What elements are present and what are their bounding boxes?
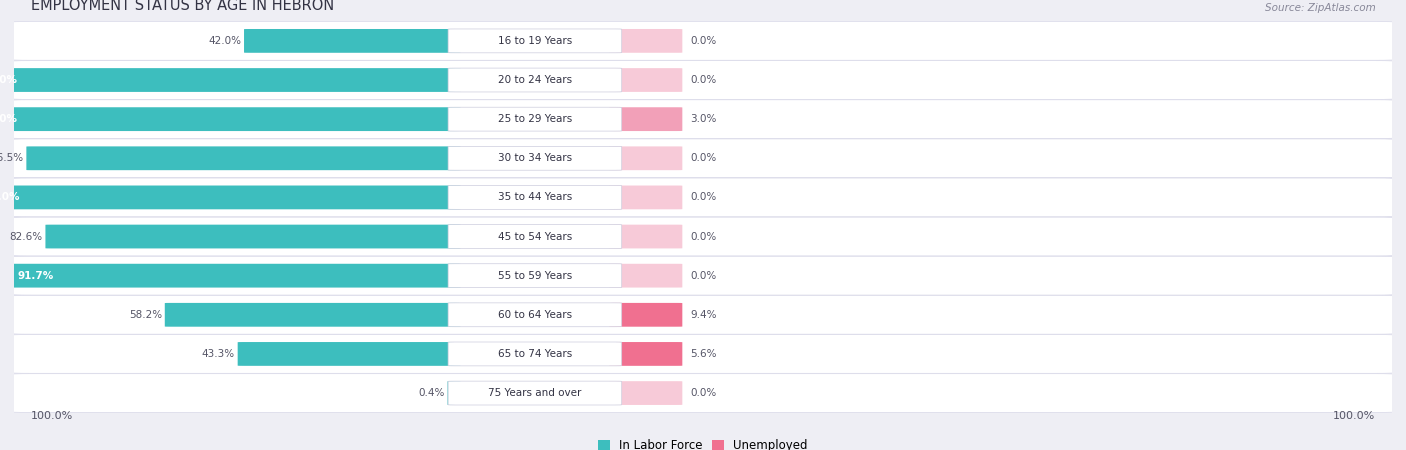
Text: 75 Years and over: 75 Years and over — [488, 388, 582, 398]
Text: EMPLOYMENT STATUS BY AGE IN HEBRON: EMPLOYMENT STATUS BY AGE IN HEBRON — [31, 0, 333, 13]
FancyBboxPatch shape — [609, 146, 682, 170]
Text: 3.0%: 3.0% — [690, 114, 717, 124]
Text: 60 to 64 Years: 60 to 64 Years — [498, 310, 572, 320]
Text: 100.0%: 100.0% — [1333, 411, 1375, 421]
FancyBboxPatch shape — [0, 107, 461, 131]
FancyBboxPatch shape — [449, 29, 621, 53]
FancyBboxPatch shape — [449, 107, 621, 131]
Text: 0.0%: 0.0% — [690, 193, 717, 202]
FancyBboxPatch shape — [165, 303, 461, 327]
FancyBboxPatch shape — [609, 29, 682, 53]
FancyBboxPatch shape — [449, 381, 621, 405]
FancyBboxPatch shape — [0, 68, 461, 92]
FancyBboxPatch shape — [449, 185, 621, 209]
Legend: In Labor Force, Unemployed: In Labor Force, Unemployed — [593, 435, 813, 450]
Text: 100.0%: 100.0% — [0, 193, 20, 202]
FancyBboxPatch shape — [10, 22, 1396, 60]
FancyBboxPatch shape — [449, 303, 621, 327]
FancyBboxPatch shape — [45, 225, 461, 248]
Text: 99.0%: 99.0% — [0, 114, 18, 124]
Text: 91.7%: 91.7% — [17, 270, 53, 281]
FancyBboxPatch shape — [449, 342, 621, 366]
Text: 35 to 44 Years: 35 to 44 Years — [498, 193, 572, 202]
Text: 0.0%: 0.0% — [690, 270, 717, 281]
FancyBboxPatch shape — [609, 342, 682, 366]
Text: 99.0%: 99.0% — [0, 75, 18, 85]
Text: 16 to 19 Years: 16 to 19 Years — [498, 36, 572, 46]
FancyBboxPatch shape — [447, 381, 461, 405]
Text: 9.4%: 9.4% — [690, 310, 717, 320]
Text: 0.4%: 0.4% — [419, 388, 444, 398]
FancyBboxPatch shape — [10, 296, 1396, 334]
FancyBboxPatch shape — [10, 139, 1396, 178]
Text: 42.0%: 42.0% — [208, 36, 242, 46]
FancyBboxPatch shape — [10, 256, 1396, 295]
FancyBboxPatch shape — [10, 334, 1396, 374]
FancyBboxPatch shape — [10, 217, 1396, 256]
Text: 20 to 24 Years: 20 to 24 Years — [498, 75, 572, 85]
FancyBboxPatch shape — [238, 342, 461, 366]
FancyBboxPatch shape — [609, 68, 682, 92]
FancyBboxPatch shape — [449, 146, 621, 170]
FancyBboxPatch shape — [10, 100, 1396, 139]
Text: 45 to 54 Years: 45 to 54 Years — [498, 232, 572, 242]
FancyBboxPatch shape — [449, 68, 621, 92]
FancyBboxPatch shape — [609, 185, 682, 209]
Text: 0.0%: 0.0% — [690, 153, 717, 163]
FancyBboxPatch shape — [27, 146, 461, 170]
Text: 25 to 29 Years: 25 to 29 Years — [498, 114, 572, 124]
FancyBboxPatch shape — [245, 29, 461, 53]
Text: Source: ZipAtlas.com: Source: ZipAtlas.com — [1264, 3, 1375, 13]
FancyBboxPatch shape — [1, 264, 461, 288]
FancyBboxPatch shape — [609, 303, 682, 327]
Text: 0.0%: 0.0% — [690, 36, 717, 46]
Text: 100.0%: 100.0% — [31, 411, 73, 421]
Text: 86.5%: 86.5% — [0, 153, 24, 163]
Text: 55 to 59 Years: 55 to 59 Years — [498, 270, 572, 281]
Text: 5.6%: 5.6% — [690, 349, 717, 359]
FancyBboxPatch shape — [0, 185, 461, 209]
FancyBboxPatch shape — [449, 225, 621, 248]
FancyBboxPatch shape — [449, 264, 621, 288]
FancyBboxPatch shape — [609, 381, 682, 405]
Text: 0.0%: 0.0% — [690, 232, 717, 242]
Text: 0.0%: 0.0% — [690, 75, 717, 85]
Text: 82.6%: 82.6% — [10, 232, 42, 242]
FancyBboxPatch shape — [609, 264, 682, 288]
FancyBboxPatch shape — [10, 61, 1396, 99]
Text: 65 to 74 Years: 65 to 74 Years — [498, 349, 572, 359]
Text: 58.2%: 58.2% — [129, 310, 162, 320]
FancyBboxPatch shape — [10, 178, 1396, 217]
FancyBboxPatch shape — [609, 225, 682, 248]
FancyBboxPatch shape — [10, 374, 1396, 413]
Text: 43.3%: 43.3% — [202, 349, 235, 359]
FancyBboxPatch shape — [609, 107, 682, 131]
Text: 0.0%: 0.0% — [690, 388, 717, 398]
Text: 30 to 34 Years: 30 to 34 Years — [498, 153, 572, 163]
